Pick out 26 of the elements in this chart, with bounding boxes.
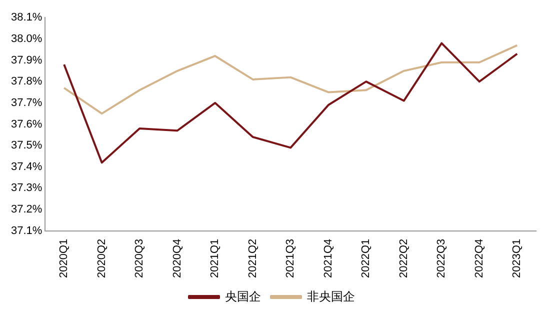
x-tick-label: 2020Q1 (58, 238, 70, 278)
y-tick-label: 37.3% (10, 182, 42, 194)
x-tick-label: 2021Q4 (322, 238, 334, 278)
y-tick-label: 37.5% (10, 140, 42, 152)
x-tick-label: 2020Q2 (96, 238, 108, 278)
y-tick-label: 37.6% (10, 118, 42, 130)
y-tick-label: 37.9% (10, 54, 42, 66)
x-tick-label: 2021Q2 (246, 238, 259, 278)
y-tick-label: 37.2% (10, 204, 42, 216)
x-tick-label: 2022Q3 (436, 238, 448, 278)
y-tick-label: 37.4% (10, 160, 42, 173)
legend-label: 央国企 (225, 289, 261, 304)
x-tick-label: 2022Q1 (360, 238, 372, 278)
y-tick-label: 37.8% (10, 76, 42, 88)
x-tick-label: 2021Q3 (284, 238, 297, 278)
y-tick-label: 38.0% (10, 32, 42, 45)
y-tick-label: 38.1% (10, 12, 42, 24)
x-tick-label: 2021Q1 (209, 238, 222, 278)
x-tick-label: 2020Q3 (134, 238, 146, 278)
x-tick-label: 2022Q4 (473, 238, 486, 278)
y-tick-label: 37.7% (10, 96, 42, 109)
legend-label: 非央国企 (307, 289, 355, 304)
x-tick-label: 2020Q4 (171, 238, 184, 278)
y-tick-label: 37.1% (10, 224, 42, 237)
x-tick-label: 2023Q1 (511, 238, 524, 278)
x-tick-label: 2022Q2 (398, 238, 410, 278)
